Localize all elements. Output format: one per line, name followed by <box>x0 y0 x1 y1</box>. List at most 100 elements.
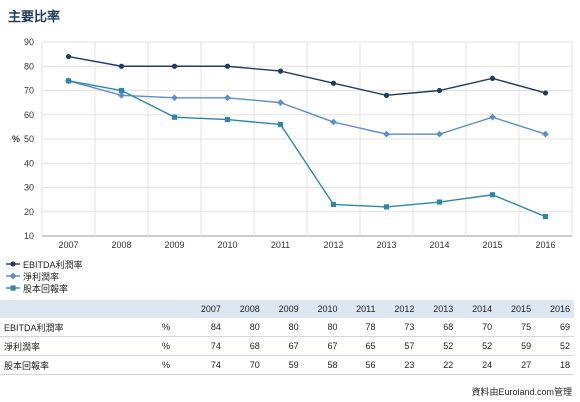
series-0 <box>65 53 549 98</box>
table-cell: 18 <box>535 355 574 375</box>
legend-label: EBITDA利潤率 <box>23 259 83 270</box>
table-header-year: 2015 <box>511 304 532 314</box>
data-point <box>171 114 178 120</box>
y-tick-label: 50 <box>24 134 34 144</box>
table-row: 淨利潤率% 74 68 67 67 65 57 52 52 59 52 <box>0 336 574 356</box>
data-point <box>489 113 496 121</box>
table-cell: 73 <box>379 318 419 337</box>
data-point <box>436 130 443 138</box>
source-credit: 資料由Euroland.com管理 <box>471 387 572 397</box>
table-header-year: 2009 <box>278 304 299 314</box>
table-header-year: 2012 <box>394 304 415 314</box>
y-axis-label: % <box>12 134 20 144</box>
table-cell: 78 <box>341 318 380 337</box>
table-cell: 57 <box>379 336 419 356</box>
data-point <box>489 75 496 81</box>
table-cell: 68 <box>224 336 264 356</box>
unit-cell: % <box>158 336 186 356</box>
table-cell: 80 <box>224 318 264 337</box>
data-point <box>277 68 284 74</box>
table-header-unit-blank <box>158 300 186 318</box>
table-cell: 67 <box>263 336 303 356</box>
table-cell: 59 <box>263 355 303 375</box>
table-cell: 68 <box>418 318 458 337</box>
data-point <box>383 92 390 98</box>
table-cell: 80 <box>263 318 303 337</box>
data-point <box>10 285 16 291</box>
y-tick-label: 70 <box>24 86 34 96</box>
table-cell: 74 <box>186 355 225 375</box>
table-cell: 58 <box>302 355 342 375</box>
data-point <box>65 53 72 60</box>
y-tick-label: 20 <box>24 207 34 217</box>
unit-cell: % <box>158 318 186 337</box>
table-header-row: 2007 2008 2009 2010 2011 2012 2013 2014 2015 2016 <box>0 300 574 318</box>
data-point <box>224 117 231 123</box>
legend-swatch <box>6 285 20 291</box>
table-cell: 24 <box>457 355 497 375</box>
table-cell: 80 <box>302 318 342 337</box>
table-cell: 23 <box>379 355 419 375</box>
data-point <box>171 63 178 69</box>
table-cell: 59 <box>496 336 536 356</box>
data-point <box>65 78 72 84</box>
data-point <box>171 94 178 102</box>
table-cell: 75 <box>496 318 536 337</box>
x-tick-label: 2012 <box>323 240 343 250</box>
series-2 <box>65 78 549 220</box>
row-label: 股本回報率 <box>0 355 158 375</box>
unit-cell: % <box>158 355 186 375</box>
page-title: 主要比率 <box>8 9 61 24</box>
data-point <box>383 130 390 138</box>
data-point <box>542 214 549 220</box>
y-tick-label: 10 <box>24 231 34 241</box>
data-point <box>10 261 16 267</box>
data-point <box>542 130 549 138</box>
ratio-table: 2007 2008 2009 2010 2011 2012 2013 2014 2015 2016… <box>0 300 574 375</box>
table-cell: 67 <box>302 336 342 356</box>
table-header-year: 2013 <box>433 304 454 314</box>
row-label: 淨利潤率 <box>0 336 158 356</box>
data-point <box>118 91 125 99</box>
table-cell: 27 <box>496 355 536 375</box>
data-point <box>383 204 390 210</box>
data-point <box>330 118 337 126</box>
y-tick-label: 90 <box>24 37 34 47</box>
y-tick-label: 30 <box>24 183 34 193</box>
table-header-year: 2014 <box>472 304 493 314</box>
x-tick-label: 2007 <box>58 240 78 250</box>
x-tick-label: 2015 <box>482 240 502 250</box>
data-point <box>436 87 443 94</box>
data-point <box>436 199 443 205</box>
table-cell: 70 <box>457 318 497 337</box>
table-cell: 52 <box>418 336 458 356</box>
chart-legend: EBITDA利潤率 淨利潤率 股本回報率 <box>6 258 83 294</box>
table-cell: 52 <box>535 336 574 356</box>
x-tick-label: 2010 <box>217 240 237 250</box>
legend-item: EBITDA利潤率 <box>6 258 83 270</box>
row-label: EBITDA利潤率 <box>0 318 158 337</box>
series-line <box>68 80 546 135</box>
data-point <box>542 90 549 96</box>
y-tick-label: 40 <box>24 158 34 168</box>
legend-label: 股本回報率 <box>23 283 69 294</box>
table-cell: 69 <box>535 318 574 337</box>
data-point <box>489 192 496 198</box>
data-point <box>118 63 125 69</box>
x-tick-label: 2014 <box>429 240 449 250</box>
x-tick-label: 2013 <box>376 240 396 250</box>
data-point <box>330 201 337 208</box>
table-cell: 84 <box>186 318 225 337</box>
table-header-year: 2008 <box>239 304 260 314</box>
legend-label: 淨利潤率 <box>23 271 60 282</box>
legend-swatch <box>6 272 20 280</box>
table-row: 股本回報率% 74 70 59 58 56 23 22 24 27 18 <box>0 355 574 375</box>
table-header-blank <box>0 300 158 318</box>
table-cell: 70 <box>224 355 264 375</box>
data-point <box>118 87 125 94</box>
x-tick-label: 2016 <box>535 240 555 250</box>
data-point <box>9 272 17 280</box>
table-cell: 65 <box>341 336 380 356</box>
table-cell: 52 <box>457 336 497 356</box>
line-chart: 10 20 30 40 50 60 70 80 90 2007 2008 2009 2010 2011 20… <box>12 37 573 250</box>
